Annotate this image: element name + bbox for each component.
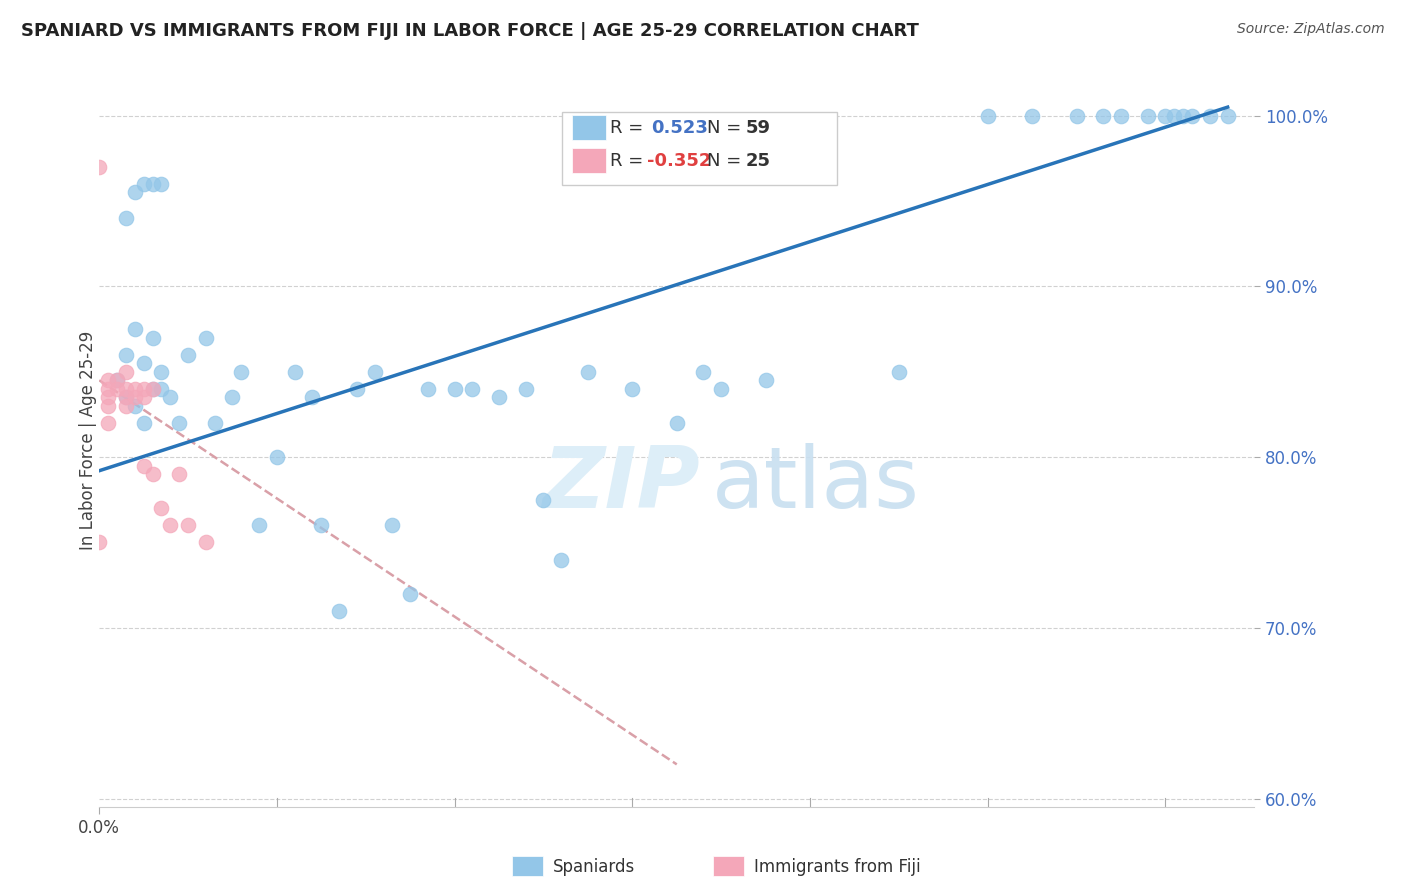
Point: [97, 390, 120, 404]
Point: [1021, 109, 1043, 123]
Point: [150, 365, 173, 379]
Point: [132, 356, 155, 370]
Point: [124, 390, 146, 404]
Point: [115, 399, 138, 413]
Point: [167, 416, 190, 430]
Point: [89, 160, 111, 174]
Text: R =: R =: [610, 119, 650, 136]
Point: [887, 365, 910, 379]
Point: [105, 373, 128, 387]
Point: [346, 382, 368, 396]
Point: [159, 390, 181, 404]
Text: atlas: atlas: [711, 442, 920, 525]
Point: [247, 518, 270, 533]
Text: N =: N =: [707, 119, 747, 136]
Point: [141, 467, 163, 482]
Point: [416, 382, 439, 396]
Point: [132, 458, 155, 473]
Point: [194, 330, 217, 344]
Point: [1136, 109, 1159, 123]
Point: [115, 390, 138, 404]
Point: [550, 552, 572, 566]
Point: [132, 416, 155, 430]
Point: [177, 518, 200, 533]
Point: [124, 382, 146, 396]
Point: [221, 390, 243, 404]
Point: [204, 416, 226, 430]
Point: [89, 535, 111, 549]
Point: [1163, 109, 1185, 123]
Point: [328, 604, 350, 618]
Point: [132, 382, 155, 396]
Point: [755, 373, 778, 387]
Point: [1092, 109, 1115, 123]
Point: [132, 177, 155, 191]
Y-axis label: In Labor Force | Age 25-29: In Labor Force | Age 25-29: [79, 330, 97, 549]
Point: [301, 390, 323, 404]
Point: [443, 382, 465, 396]
Point: [1109, 109, 1132, 123]
Point: [692, 365, 714, 379]
Point: [132, 390, 155, 404]
Point: [194, 535, 217, 549]
Point: [1181, 109, 1204, 123]
Point: [141, 382, 163, 396]
Point: [266, 450, 288, 464]
Text: R =: R =: [610, 152, 650, 169]
Point: [150, 382, 173, 396]
Point: [1199, 109, 1222, 123]
Point: [141, 330, 163, 344]
Text: ZIP: ZIP: [543, 442, 700, 525]
Point: [363, 365, 385, 379]
Point: [311, 518, 333, 533]
Point: [105, 382, 128, 396]
Text: Source: ZipAtlas.com: Source: ZipAtlas.com: [1237, 22, 1385, 37]
Point: [105, 373, 128, 387]
Point: [124, 399, 146, 413]
Point: [97, 382, 120, 396]
Point: [399, 587, 422, 601]
Point: [97, 416, 120, 430]
Point: [1173, 109, 1195, 123]
Point: [124, 322, 146, 336]
Point: [621, 382, 644, 396]
Point: [141, 382, 163, 396]
Point: [141, 177, 163, 191]
Point: [1066, 109, 1088, 123]
Point: [515, 382, 537, 396]
Point: [150, 501, 173, 516]
Point: [710, 382, 733, 396]
Point: [177, 348, 200, 362]
Point: [150, 177, 173, 191]
Text: N =: N =: [707, 152, 747, 169]
Point: [124, 186, 146, 200]
Point: [97, 399, 120, 413]
Point: [115, 365, 138, 379]
Point: [115, 382, 138, 396]
Point: [1154, 109, 1177, 123]
Text: 25: 25: [745, 152, 770, 169]
Point: [115, 348, 138, 362]
Point: [115, 211, 138, 225]
Point: [159, 518, 181, 533]
Point: [533, 492, 555, 507]
Point: [381, 518, 404, 533]
Text: Spaniards: Spaniards: [553, 858, 634, 876]
Point: [115, 390, 138, 404]
Point: [977, 109, 1000, 123]
Point: [284, 365, 307, 379]
Text: 59: 59: [745, 119, 770, 136]
Point: [97, 373, 120, 387]
Point: [576, 365, 599, 379]
Text: 0.523: 0.523: [651, 119, 707, 136]
Point: [665, 416, 688, 430]
Text: SPANIARD VS IMMIGRANTS FROM FIJI IN LABOR FORCE | AGE 25-29 CORRELATION CHART: SPANIARD VS IMMIGRANTS FROM FIJI IN LABO…: [21, 22, 920, 40]
Point: [167, 467, 190, 482]
Point: [461, 382, 484, 396]
Text: -0.352: -0.352: [647, 152, 711, 169]
Text: Immigrants from Fiji: Immigrants from Fiji: [754, 858, 921, 876]
Point: [231, 365, 253, 379]
Point: [488, 390, 510, 404]
Point: [1216, 109, 1239, 123]
